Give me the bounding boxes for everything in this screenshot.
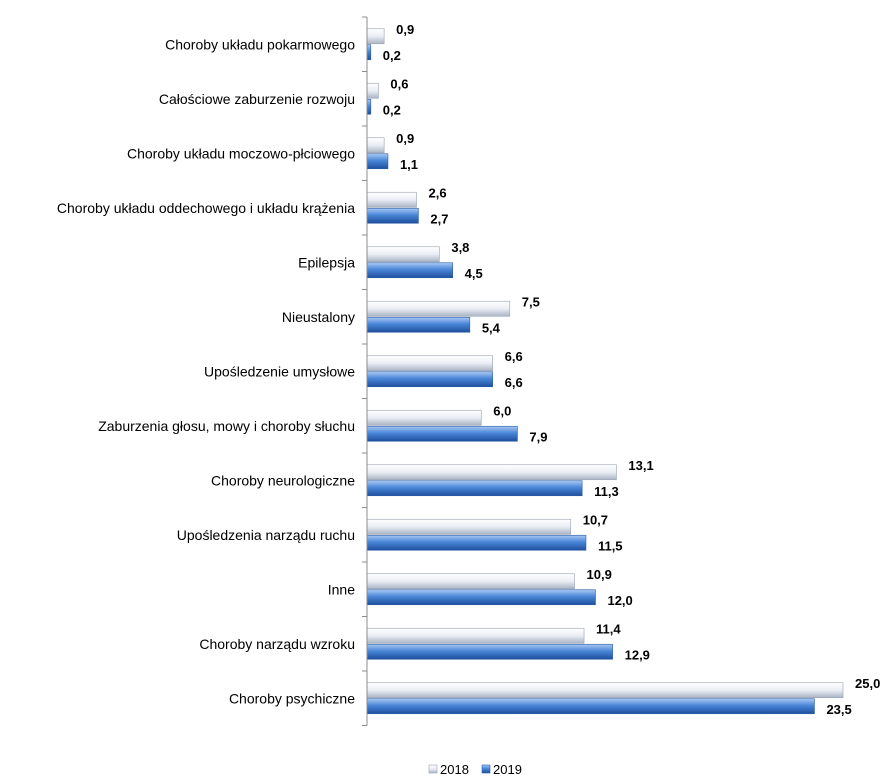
data-label-2018: 7,5 (522, 294, 540, 309)
bar-2019 (366, 153, 389, 170)
data-label-2018: 6,0 (493, 403, 511, 418)
bar-2019 (366, 371, 493, 388)
bar-2019 (366, 589, 596, 606)
bar-2019 (366, 698, 815, 715)
data-label-2019: 1,1 (400, 157, 418, 172)
legend: 2018 2019 (428, 762, 522, 777)
data-label-2018: 2,6 (429, 185, 447, 200)
bar-2019 (366, 480, 583, 497)
data-label-2018: 0,9 (396, 131, 414, 146)
value-labels: 0,9 0,2 0,6 0,2 0,9 1,1 2,6 2,73,8 4,5 7,5 5,4 6,6 6… (383, 22, 881, 717)
data-label-2018: 0,9 (396, 22, 414, 37)
bar-2018 (366, 300, 511, 317)
bar-2018 (366, 682, 844, 699)
data-label-2019: 11,3 (594, 484, 619, 499)
legend-label-2019: 2019 (493, 762, 522, 777)
bar-2018 (366, 464, 617, 481)
data-label-2018: 10,7 (583, 512, 608, 527)
bar-2019 (366, 534, 587, 551)
legend-label-2018: 2018 (440, 762, 469, 777)
bar-2019 (366, 316, 471, 333)
bar-2018 (366, 28, 385, 45)
category-labels: Choroby układu pokarmowego Całościowe zab… (57, 36, 355, 706)
category-label: Upośledzenia narządu ruchu (177, 527, 355, 543)
bar-2018 (366, 246, 440, 263)
category-label: Upośledzenie umysłowe (204, 363, 355, 379)
data-label-2018: 11,4 (596, 621, 621, 636)
legend-swatch-2018 (428, 764, 438, 774)
bar-2019 (366, 262, 453, 279)
category-label: Choroby układu moczowo-płciowego (127, 145, 355, 161)
category-label: Choroby układu pokarmowego (165, 36, 355, 52)
bar-2018 (366, 355, 493, 372)
category-label: Nieustalony (282, 309, 355, 325)
bar-2018 (366, 409, 482, 426)
bar-2019 (366, 425, 518, 442)
bar-2018 (366, 627, 585, 644)
category-label: Choroby układu oddechowego i układu krąż… (57, 200, 355, 216)
category-label: Całościowe zaburzenie rozwoju (159, 91, 355, 107)
y-axis-ticks (362, 16, 367, 726)
category-label: Zaburzenia głosu, mowy i choroby słuchu (98, 418, 355, 434)
data-label-2019: 12,9 (625, 647, 650, 662)
bars (366, 28, 844, 715)
data-label-2018: 3,8 (451, 240, 469, 255)
category-label: Choroby neurologiczne (211, 472, 355, 488)
bar-2019 (366, 643, 613, 660)
category-label: Choroby psychiczne (229, 690, 355, 706)
data-label-2019: 5,4 (482, 320, 501, 335)
data-label-2019: 6,6 (505, 375, 523, 390)
data-label-2019: 7,9 (529, 429, 547, 444)
data-label-2018: 6,6 (505, 349, 523, 364)
data-label-2018: 0,6 (390, 76, 408, 91)
data-label-2019: 0,2 (383, 48, 401, 63)
bar-2018 (366, 191, 417, 208)
bar-2018 (366, 82, 379, 99)
data-label-2019: 11,5 (598, 538, 623, 553)
bar-2018 (366, 518, 572, 535)
bar-2019 (366, 207, 419, 224)
data-label-2018: 13,1 (628, 458, 653, 473)
bar-2018 (366, 137, 385, 154)
category-label: Inne (328, 581, 355, 597)
category-label: Choroby narządu wzroku (199, 636, 355, 652)
data-label-2019: 2,7 (430, 211, 448, 226)
category-label: Epilepsja (298, 254, 355, 270)
data-label-2019: 23,5 (826, 702, 851, 717)
bar-2019 (366, 44, 372, 61)
legend-swatch-2019 (481, 764, 491, 774)
data-label-2019: 12,0 (607, 593, 632, 608)
data-label-2018: 25,0 (855, 676, 880, 691)
data-label-2018: 10,9 (587, 567, 612, 582)
data-label-2019: 0,2 (383, 102, 401, 117)
data-label-2019: 4,5 (465, 266, 483, 281)
bar-2018 (366, 573, 575, 590)
bar-2019 (366, 98, 372, 115)
